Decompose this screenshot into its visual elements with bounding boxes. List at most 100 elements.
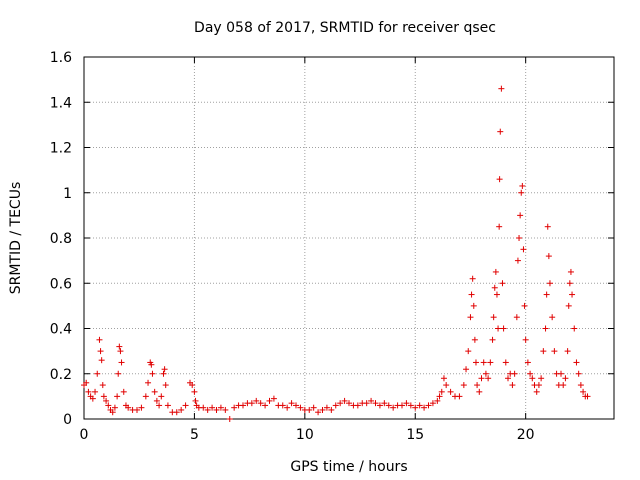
data-point [248, 400, 255, 407]
data-point [542, 325, 549, 332]
data-point [270, 395, 277, 402]
data-point [491, 284, 498, 291]
data-point [562, 375, 569, 382]
data-point [191, 388, 198, 395]
data-point [222, 406, 229, 413]
chart-title: Day 058 of 2017, SRMTID for receiver qse… [194, 20, 496, 36]
data-points [81, 85, 591, 422]
data-point [328, 406, 335, 413]
data-point [161, 366, 168, 373]
data-point [376, 402, 383, 409]
data-point [217, 404, 224, 411]
data-point [463, 366, 470, 373]
data-point [472, 359, 479, 366]
data-point [497, 128, 504, 135]
x-tick-label: 15 [406, 427, 424, 443]
data-point [266, 397, 273, 404]
data-point [372, 400, 379, 407]
data-point [145, 379, 152, 386]
data-point [499, 280, 506, 287]
data-point [493, 291, 500, 298]
data-point [478, 375, 485, 382]
axis-ticks [83, 56, 614, 420]
data-point [482, 370, 489, 377]
data-point [468, 291, 475, 298]
data-point [89, 395, 96, 402]
data-point [545, 253, 552, 260]
data-point [111, 404, 118, 411]
gridlines [84, 57, 614, 419]
data-point [584, 393, 591, 400]
data-point [567, 268, 574, 275]
data-point [564, 348, 571, 355]
data-point [407, 402, 414, 409]
data-point [315, 409, 322, 416]
data-point [160, 370, 167, 377]
data-point [83, 379, 90, 386]
data-point [200, 404, 207, 411]
data-point [429, 400, 436, 407]
data-point [421, 404, 428, 411]
data-point [565, 302, 572, 309]
data-point [138, 404, 145, 411]
data-point [125, 404, 132, 411]
data-point [116, 343, 123, 350]
data-point [519, 182, 526, 189]
data-point [485, 375, 492, 382]
data-point [502, 359, 509, 366]
data-point [98, 357, 105, 364]
data-point [540, 348, 547, 355]
data-point [162, 382, 169, 389]
data-point [443, 382, 450, 389]
data-point [558, 370, 564, 377]
data-point [416, 402, 423, 409]
data-point [500, 325, 507, 332]
data-point [310, 404, 317, 411]
data-point [544, 223, 551, 230]
data-point [118, 359, 125, 366]
data-point [151, 388, 158, 395]
data-point [571, 325, 578, 332]
data-point [527, 370, 534, 377]
data-point [332, 402, 339, 409]
data-point [489, 336, 496, 343]
data-point [498, 85, 505, 92]
data-point [434, 397, 441, 404]
y-tick-label: 0.2 [50, 367, 72, 383]
data-point [92, 388, 99, 395]
data-point [580, 388, 587, 395]
data-point [399, 402, 405, 409]
data-point [158, 393, 165, 400]
data-point [262, 402, 269, 409]
data-point [465, 348, 472, 355]
data-point [226, 416, 233, 422]
data-point [538, 375, 545, 382]
y-axis-label: SRMTID / TECUs [8, 182, 24, 295]
data-point [467, 314, 474, 321]
data-point [363, 400, 370, 407]
data-point [368, 397, 375, 404]
y-tick-label: 1 [63, 186, 72, 202]
data-point [480, 359, 487, 366]
data-point [390, 404, 397, 411]
data-point [103, 397, 110, 404]
data-point [521, 302, 528, 309]
data-point [240, 402, 246, 409]
x-tick-label: 10 [296, 427, 314, 443]
data-point [381, 400, 388, 407]
data-point [164, 402, 171, 409]
data-point [496, 176, 503, 183]
data-point [560, 382, 567, 389]
x-tick-label: 5 [190, 427, 199, 443]
data-point [297, 404, 304, 411]
data-point [148, 361, 155, 368]
data-point [96, 336, 103, 343]
data-point [412, 404, 419, 411]
data-point [192, 397, 199, 404]
data-point [551, 348, 558, 355]
data-point [470, 302, 477, 309]
data-point [490, 314, 497, 321]
data-point [505, 375, 511, 382]
data-point [385, 402, 392, 409]
